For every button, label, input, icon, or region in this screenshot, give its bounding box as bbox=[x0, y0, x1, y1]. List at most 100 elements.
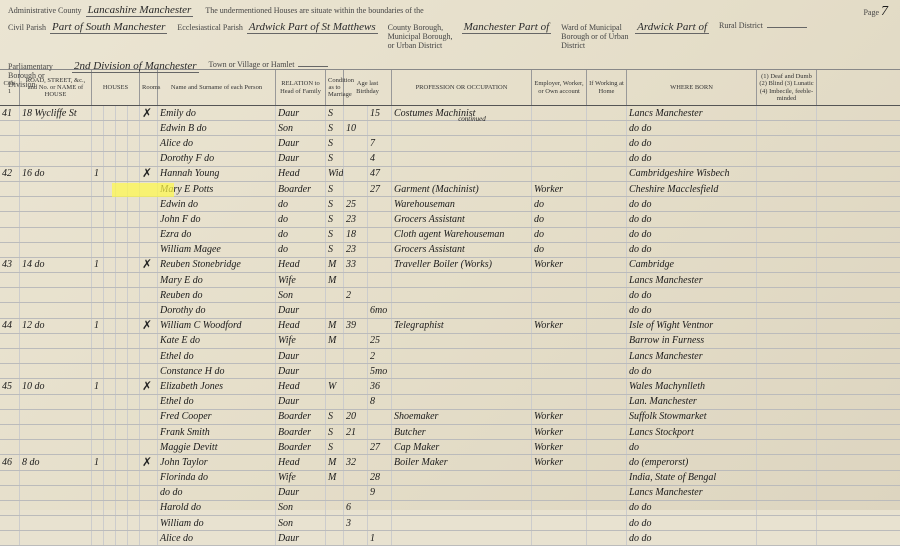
county-borough-field: County Borough, Municipal Borough, or Ur… bbox=[388, 21, 552, 50]
houses-inhabited bbox=[92, 395, 104, 409]
rooms bbox=[140, 364, 158, 378]
schedule-number bbox=[0, 425, 20, 439]
houses-building bbox=[128, 364, 140, 378]
occupation: Boiler Maker bbox=[392, 455, 532, 469]
working-home bbox=[587, 501, 627, 515]
houses-uninhabited-2 bbox=[116, 501, 128, 515]
occupation bbox=[392, 395, 532, 409]
age-male bbox=[344, 471, 368, 485]
houses-inhabited bbox=[92, 273, 104, 287]
houses-uninhabited-1 bbox=[104, 379, 116, 393]
age-female bbox=[368, 501, 392, 515]
table-row: Dorothy F do Daur S 4 do do bbox=[0, 152, 900, 167]
age-female bbox=[368, 410, 392, 424]
table-row: William do Son 3 do do bbox=[0, 516, 900, 531]
houses-uninhabited-2 bbox=[116, 273, 128, 287]
age-male bbox=[344, 364, 368, 378]
relation: Head bbox=[276, 455, 326, 469]
occupation bbox=[392, 152, 532, 166]
age-female: 28 bbox=[368, 471, 392, 485]
houses-inhabited bbox=[92, 364, 104, 378]
age-female bbox=[368, 455, 392, 469]
employer-worker bbox=[532, 334, 587, 348]
rooms bbox=[140, 516, 158, 530]
working-home bbox=[587, 228, 627, 242]
houses-uninhabited-2 bbox=[116, 531, 128, 545]
infirmity bbox=[757, 440, 817, 454]
address bbox=[20, 486, 92, 500]
rooms bbox=[140, 349, 158, 363]
where-born: do do bbox=[627, 516, 757, 530]
age-female: 4 bbox=[368, 152, 392, 166]
schedule-number bbox=[0, 349, 20, 363]
occupation bbox=[392, 486, 532, 500]
houses-inhabited: 1 bbox=[92, 455, 104, 469]
houses-building bbox=[128, 471, 140, 485]
age-female bbox=[368, 243, 392, 257]
rooms bbox=[140, 486, 158, 500]
occupation bbox=[392, 471, 532, 485]
condition: M bbox=[326, 273, 344, 287]
where-born: do do bbox=[627, 364, 757, 378]
address: 8 do bbox=[20, 455, 92, 469]
schedule-number: 46 bbox=[0, 455, 20, 469]
relation: Son bbox=[276, 501, 326, 515]
infirmity bbox=[757, 501, 817, 515]
where-born: Isle of Wight Ventnor bbox=[627, 319, 757, 333]
occupation bbox=[392, 501, 532, 515]
table-row: do do Daur 9 Lancs Manchester bbox=[0, 486, 900, 501]
houses-uninhabited-1 bbox=[104, 152, 116, 166]
working-home bbox=[587, 531, 627, 545]
relation: do bbox=[276, 212, 326, 226]
rooms: ✗ bbox=[140, 379, 158, 393]
person-name: Alice do bbox=[158, 531, 276, 545]
employer-worker bbox=[532, 471, 587, 485]
houses-building bbox=[128, 136, 140, 150]
person-name: Frank Smith bbox=[158, 425, 276, 439]
person-name: Harold do bbox=[158, 501, 276, 515]
age-male bbox=[344, 531, 368, 545]
person-name: Dorothy F do bbox=[158, 152, 276, 166]
houses-uninhabited-1 bbox=[104, 319, 116, 333]
houses-inhabited bbox=[92, 197, 104, 211]
houses-inhabited bbox=[92, 349, 104, 363]
infirmity bbox=[757, 364, 817, 378]
address bbox=[20, 288, 92, 302]
person-name: Edwin B do bbox=[158, 121, 276, 135]
houses-uninhabited-1 bbox=[104, 243, 116, 257]
table-row: Mary E do Wife M Lancs Manchester bbox=[0, 273, 900, 288]
occupation: Garment (Machinist) bbox=[392, 182, 532, 196]
houses-building bbox=[128, 531, 140, 545]
houses-uninhabited-1 bbox=[104, 486, 116, 500]
relation: Boarder bbox=[276, 182, 326, 196]
working-home bbox=[587, 273, 627, 287]
relation: Wife bbox=[276, 273, 326, 287]
houses-uninhabited-2 bbox=[116, 379, 128, 393]
age-female: 27 bbox=[368, 182, 392, 196]
working-home bbox=[587, 516, 627, 530]
houses-uninhabited-1 bbox=[104, 364, 116, 378]
houses-uninhabited-1 bbox=[104, 516, 116, 530]
houses-uninhabited-2 bbox=[116, 334, 128, 348]
age-female: 1 bbox=[368, 531, 392, 545]
houses-inhabited bbox=[92, 334, 104, 348]
where-born: do (emperorst) bbox=[627, 455, 757, 469]
address bbox=[20, 197, 92, 211]
houses-building bbox=[128, 303, 140, 317]
age-male: 3 bbox=[344, 516, 368, 530]
houses-building bbox=[128, 455, 140, 469]
houses-inhabited bbox=[92, 243, 104, 257]
houses-uninhabited-1 bbox=[104, 501, 116, 515]
where-born: Cambridgeshire Wisbech bbox=[627, 167, 757, 181]
schedule-number: 43 bbox=[0, 258, 20, 272]
address bbox=[20, 425, 92, 439]
relation: Boarder bbox=[276, 410, 326, 424]
rooms bbox=[140, 425, 158, 439]
where-born: Cambridge bbox=[627, 258, 757, 272]
houses-uninhabited-2 bbox=[116, 455, 128, 469]
occupation bbox=[392, 273, 532, 287]
table-row: Harold do Son 6 do do bbox=[0, 501, 900, 516]
where-born: Lancs Manchester bbox=[627, 349, 757, 363]
schedule-number: 45 bbox=[0, 379, 20, 393]
infirmity bbox=[757, 152, 817, 166]
